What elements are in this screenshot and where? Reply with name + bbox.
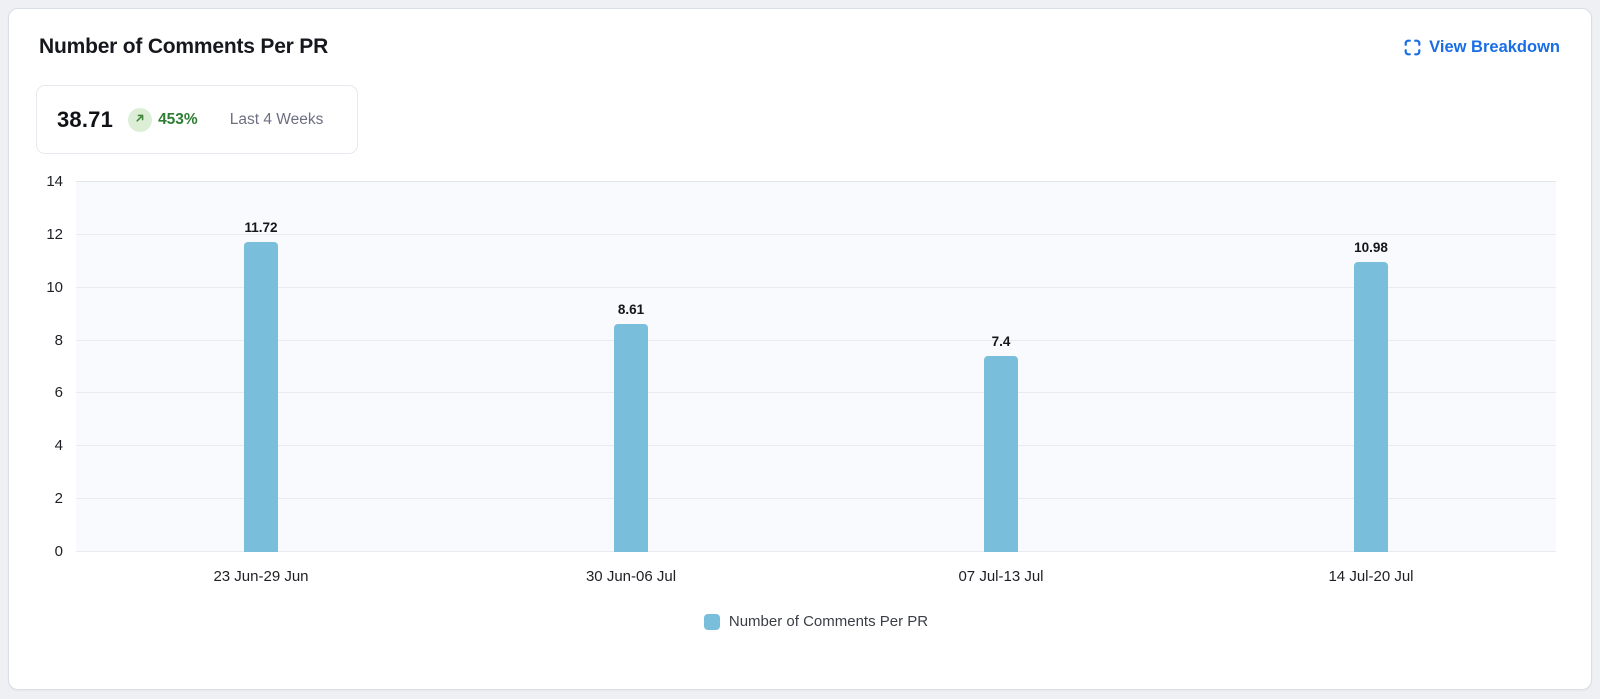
gridline-y-2: [76, 498, 1556, 500]
bar-chart: 0 2 4 6 8 10 12 14 11.72 8.61 7.4 10.98 23 Jun-29 J…: [31, 173, 1569, 630]
arrow-up-right-icon: [134, 111, 146, 129]
bar-value-label: 8.61: [617, 302, 645, 318]
x-axis-label: 30 Jun-06 Jul: [585, 568, 677, 585]
y-tick-0: 0: [54, 543, 63, 560]
trend-percentage: 453%: [158, 110, 198, 128]
view-breakdown-label: View Breakdown: [1429, 37, 1560, 56]
y-tick-10: 10: [46, 278, 63, 296]
y-tick-14: 14: [46, 173, 63, 190]
bar-07 Jul-13 Jul[interactable]: [984, 356, 1018, 552]
stat-value: 38.71: [57, 106, 114, 132]
view-breakdown-link[interactable]: View Breakdown: [1404, 38, 1560, 57]
gridline-y-10: [76, 286, 1556, 288]
page-title: Number of Comments Per PR: [39, 35, 329, 58]
bar-slot: 8.61: [446, 182, 816, 552]
bar-30 Jun-06 Jul[interactable]: [614, 324, 648, 552]
gridline-y-12: [76, 233, 1556, 235]
gridline-y-8: [76, 339, 1556, 341]
x-axis-label: 23 Jun-29 Jun: [213, 568, 309, 585]
gridline-y-0: [76, 551, 1556, 552]
y-tick-2: 2: [54, 490, 63, 508]
stat-period-label: Last 4 Weeks: [229, 110, 324, 128]
bar-slot: 10.98: [1186, 182, 1556, 552]
gridline-y-14: [76, 181, 1556, 182]
chart-legend: Number of Comments Per PR: [76, 613, 1556, 630]
bar-14 Jul-20 Jul[interactable]: [1354, 261, 1388, 552]
bar-23 Jun-29 Jun[interactable]: [244, 242, 278, 552]
bar-value-label: 7.4: [991, 334, 1011, 350]
legend-label: Number of Comments Per PR: [728, 613, 929, 630]
bar-value-label: 11.72: [244, 220, 278, 236]
trend-badge: [128, 107, 153, 132]
y-tick-8: 8: [54, 331, 63, 349]
y-tick-6: 6: [54, 384, 63, 402]
x-axis-label: 14 Jul-20 Jul: [1328, 568, 1414, 585]
legend-item[interactable]: Number of Comments Per PR: [703, 613, 929, 630]
legend-marker: [703, 613, 720, 630]
x-axis-label: 07 Jul-13 Jul: [958, 568, 1044, 585]
y-tick-4: 4: [54, 437, 63, 455]
bar-slot: 7.4: [816, 182, 1186, 552]
plot-area: 0 2 4 6 8 10 12 14 11.72 8.61 7.4 10.98: [46, 173, 1556, 560]
expand-icon: [1404, 39, 1421, 56]
bar-slot: 11.72: [76, 182, 446, 552]
bar-value-label: 10.98: [1354, 239, 1388, 255]
chart-card: Number of Comments Per PR View Breakdown…: [8, 8, 1592, 690]
gridline-y-6: [76, 392, 1556, 394]
summary-stat-box: 38.71 453% Last 4 Weeks: [36, 85, 358, 154]
card-header: Number of Comments Per PR View Breakdown: [31, 35, 1569, 59]
gridline-y-4: [76, 445, 1556, 447]
x-axis: 23 Jun-29 Jun 30 Jun-06 Jul 07 Jul-13 Jul 1…: [76, 568, 1556, 585]
y-tick-12: 12: [46, 225, 63, 243]
